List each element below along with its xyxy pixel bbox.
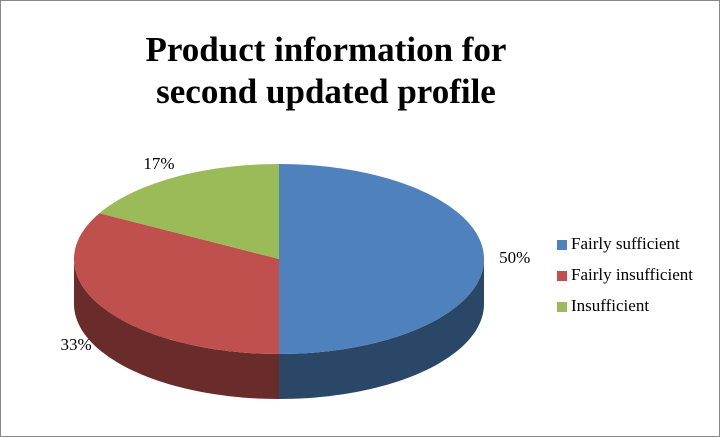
slice <box>99 164 280 259</box>
slice-side <box>279 259 484 399</box>
legend-label: Insufficient <box>571 296 649 315</box>
slice-side <box>74 259 279 399</box>
chart-title: Product information for second updated p… <box>145 30 507 111</box>
legend-swatch <box>557 302 567 312</box>
data-label: 33% <box>60 335 91 354</box>
legend-label: Fairly insufficient <box>571 265 693 284</box>
data-label: 17% <box>143 154 174 173</box>
legend-label: Fairly sufficient <box>571 234 680 253</box>
legend-swatch <box>557 271 567 281</box>
slice <box>279 164 484 354</box>
data-label: 50% <box>499 248 530 267</box>
legend-swatch <box>557 240 567 250</box>
slice <box>74 213 279 354</box>
